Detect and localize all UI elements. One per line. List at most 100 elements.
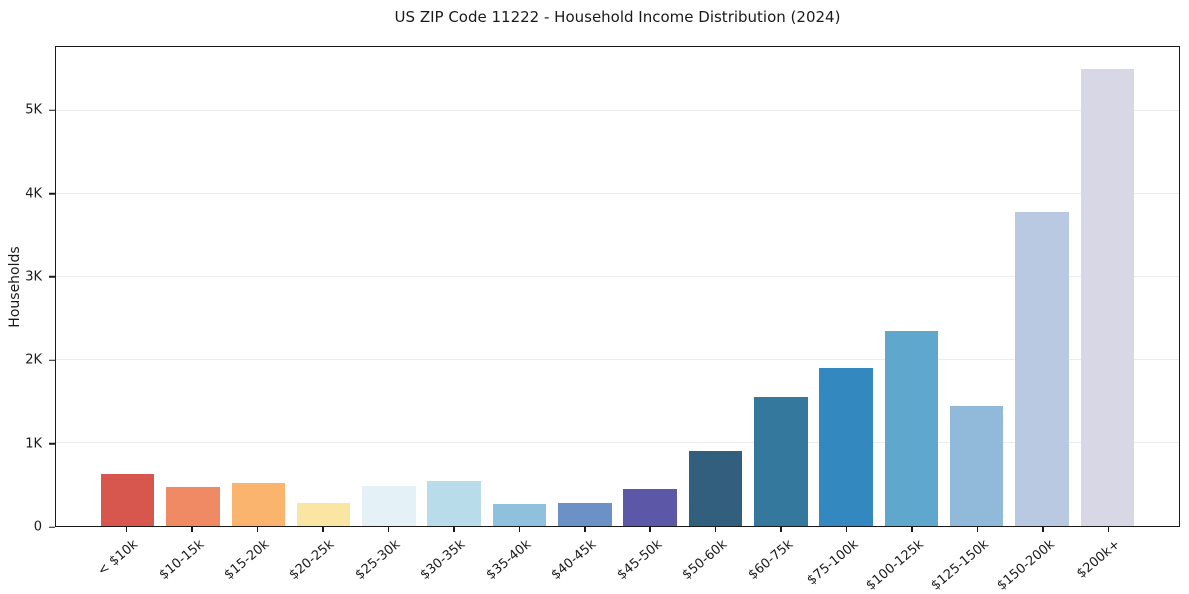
gridline [56,358,1179,360]
x-tick-slot [879,527,944,532]
y-tick-mark [49,526,55,528]
bar-slot [422,47,487,526]
x-tick-label: $60-75k [745,537,796,583]
bar-slot [1075,47,1140,526]
x-tick-label: $15-20k [221,537,273,583]
y-tick-label: 4K [25,186,42,202]
x-tick-mark [387,527,390,532]
x-tick-label: $25-30k [352,537,404,583]
bar [819,368,873,526]
x-tick-slot [618,527,683,532]
x-tick-mark [256,527,259,532]
x-tick-slot [225,527,290,532]
gridline [56,192,1179,194]
x-axis-labels: < $10k $10-15k $15-20k $20-25k $25-30k $30-35… [55,534,1180,594]
x-tick-slot [1076,527,1141,532]
bar [623,489,677,526]
bar [100,473,155,526]
x-tick-slot [552,527,617,532]
bar [427,481,481,526]
x-tick-mark [649,527,651,532]
bar [884,330,939,526]
x-tick-label: $45-50k [614,537,665,583]
x-tick-slot [94,527,159,532]
bar-slot [944,47,1009,526]
x-tick-label: $50-60k [679,537,731,583]
bar-slot [683,47,748,526]
bar [362,486,416,526]
x-tick-mark [780,527,782,532]
bar [558,502,612,526]
bar [296,502,351,526]
x-tick-label: $40-45k [548,537,600,583]
bar [231,482,286,526]
bar-slot [95,47,160,526]
x-tick-slot [290,527,355,532]
bar-slot [356,47,421,526]
plot-area [55,46,1180,527]
bar-slot [748,47,813,526]
x-tick-slot [814,527,879,532]
x-label-slot: < $10k [94,534,159,582]
gridline [56,275,1179,277]
x-tick-slot [159,527,224,532]
y-tick-mark [49,442,55,445]
x-tick-slot [1010,527,1075,532]
y-tick-label: 5K [25,102,42,118]
bars-container [95,47,1140,526]
x-tick-slot [421,527,486,532]
x-tick-mark [1042,527,1044,532]
gridlines [56,47,1179,526]
bar [166,486,220,526]
bar-slot [552,47,617,526]
x-tick-slot [945,527,1010,532]
bar [754,397,808,526]
bar-slot [291,47,356,526]
gridline [56,109,1179,111]
x-label-slot: $60-75k [745,534,813,583]
bar-slot [618,47,683,526]
y-axis: 0 1K 2K 3K 4K 5K [0,46,55,535]
bar-slot [160,47,225,526]
y-tick-mark [49,276,55,278]
x-tick-mark [518,527,521,532]
x-label-slot: $25-30k [352,534,421,583]
x-tick-mark [911,527,913,532]
x-label-slot: $10-15k [156,534,224,583]
x-label-slot: $50-60k [679,534,748,583]
bar-slot [879,47,944,526]
x-tick-label: $20-25k [286,537,338,583]
x-tick-slot [748,527,813,532]
bar [1080,69,1135,526]
x-tick-mark [976,527,979,532]
x-axis-ticks [55,527,1180,532]
x-tick-mark [584,527,586,532]
gridline [56,442,1179,443]
x-label-slot: $15-20k [221,534,290,583]
bar-slot [813,47,878,526]
bar-slot [1009,47,1074,526]
x-tick-label: < $10k [95,537,142,579]
bar [949,405,1004,526]
bar [492,504,547,526]
x-tick-mark [125,527,128,532]
x-tick-mark [1107,527,1110,532]
x-label-slot: $35-40k [483,534,552,583]
x-label-slot: $20-25k [286,534,355,583]
x-tick-mark [322,527,324,532]
x-tick-slot [487,527,552,532]
x-tick-label: $30-35k [417,537,469,583]
bar-slot [226,47,291,526]
x-tick-mark [714,527,717,532]
y-tick-label: 0 [33,519,42,535]
y-tick-label: 3K [25,269,42,285]
x-label-slot: $200k+ [1073,534,1141,582]
x-tick-label: $200k+ [1073,537,1123,582]
x-tick-slot [683,527,748,532]
y-tick-mark [49,192,55,195]
x-tick-label: $10-15k [156,537,207,583]
x-tick-label: $35-40k [483,537,534,583]
x-label-slot: $40-45k [548,534,617,583]
chart-title: US ZIP Code 11222 - Household Income Dis… [394,8,841,26]
x-tick-mark [845,527,848,532]
